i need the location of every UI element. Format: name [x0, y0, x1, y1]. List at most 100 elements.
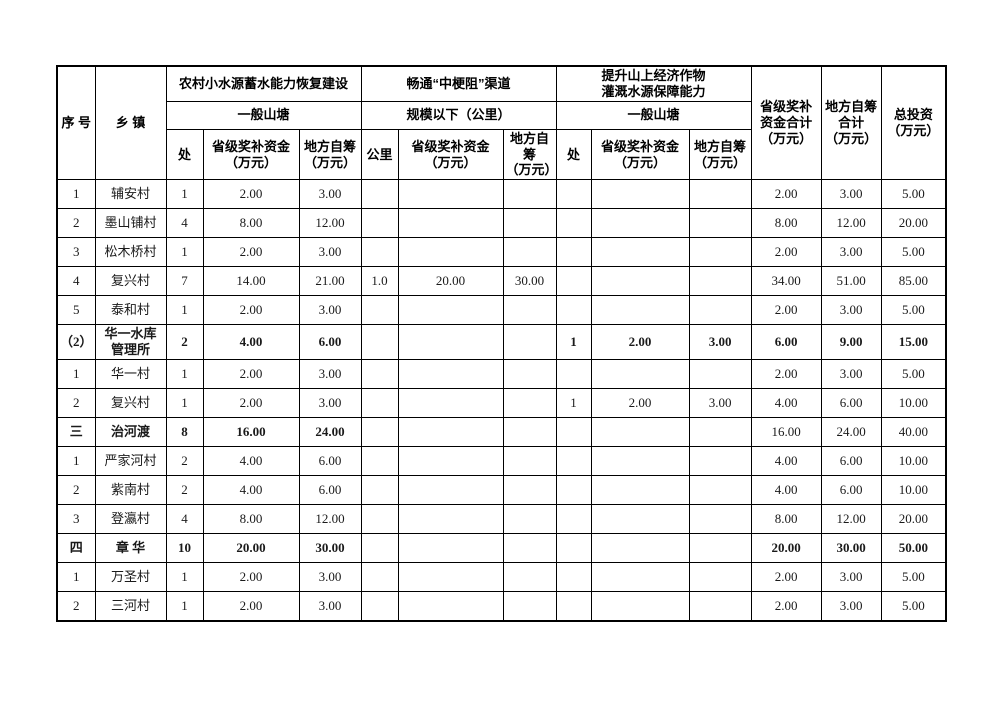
table-row: 2 墨山铺村 4 8.00 12.00 8.00 12.00 20.00: [56, 208, 947, 239]
table-cell: 1: [165, 388, 204, 419]
table-row: 三治河渡 8 16.00 24.00 16.00 24.00 40.00: [56, 417, 947, 448]
table-cell: [502, 504, 557, 535]
table-cell: [502, 388, 557, 419]
table-cell: [590, 446, 690, 477]
table-cell: 松木桥村: [94, 237, 167, 268]
table-cell: [590, 562, 690, 593]
table-cell: 治河渡: [94, 417, 167, 448]
table-cell: 复兴村: [94, 266, 167, 297]
table-cell: 2: [165, 324, 204, 361]
table-cell: 6.00: [820, 446, 882, 477]
table-cell: 4.00: [750, 446, 822, 477]
table-cell: 3.00: [298, 591, 362, 622]
table-cell: 6.00: [820, 475, 882, 506]
table-cell: 辅安村: [94, 179, 167, 210]
header-provincial-subsidy-total: 省级奖补 资金合计 （万元）: [750, 65, 822, 181]
table-cell: 1: [165, 359, 204, 390]
table-cell: 5.00: [880, 295, 947, 326]
table-cell: 6.00: [820, 388, 882, 419]
table-cell: [397, 591, 504, 622]
table-cell: [397, 359, 504, 390]
header-section-reservoir-restoration: 农村小水源蓄水能力恢复建设: [165, 65, 362, 102]
table-cell: [360, 237, 399, 268]
table-cell: [360, 533, 399, 564]
header-local-fund-2: 地方自筹 （万元）: [502, 128, 557, 181]
table-cell: 1: [165, 591, 204, 622]
table-cell: 6.00: [298, 475, 362, 506]
header-local-fund-3: 地方自筹 （万元）: [688, 128, 752, 181]
table-cell: [688, 446, 752, 477]
table-cell: 6.00: [298, 446, 362, 477]
header-section-channel-unblocking: 畅通“中梗阻”渠道: [360, 65, 557, 102]
header-serial-number: 序 号: [56, 65, 96, 181]
table-cell: 3: [56, 237, 96, 268]
table-cell: 万圣村: [94, 562, 167, 593]
table-cell: 3.00: [298, 179, 362, 210]
table-cell: 8.00: [750, 208, 822, 239]
table-cell: [688, 295, 752, 326]
table-cell: 5.00: [880, 591, 947, 622]
table-cell: [590, 208, 690, 239]
table-cell: 10.00: [880, 446, 947, 477]
table-row: 1 华一村 1 2.00 3.00 2.00 3.00 5.00: [56, 359, 947, 390]
table-cell: 三河村: [94, 591, 167, 622]
header-total-investment: 总投资 （万元）: [880, 65, 947, 181]
table-cell: [688, 179, 752, 210]
table-cell: 4.00: [750, 388, 822, 419]
table-cell: 12.00: [298, 208, 362, 239]
table-cell: 3.00: [820, 179, 882, 210]
table-cell: 2: [56, 208, 96, 239]
table-cell: 14.00: [202, 266, 300, 297]
table-cell: 3.00: [688, 388, 752, 419]
table-row: 2 三河村 1 2.00 3.00 2.00 3.00 5.00: [56, 591, 947, 622]
header-kilometers: 公里: [360, 128, 399, 181]
table-cell: 85.00: [880, 266, 947, 297]
table-cell: 30.00: [298, 533, 362, 564]
table-cell: 2.00: [750, 237, 822, 268]
table-cell: 8.00: [202, 504, 300, 535]
table-cell: 紫南村: [94, 475, 167, 506]
table-cell: 2.00: [202, 388, 300, 419]
table-cell: 2.00: [750, 295, 822, 326]
table-cell: [555, 446, 592, 477]
table-cell: [360, 295, 399, 326]
table-cell: 1: [56, 446, 96, 477]
table-cell: [502, 237, 557, 268]
table-cell: [397, 237, 504, 268]
table-cell: 6.00: [750, 324, 822, 361]
table-cell: 4.00: [202, 324, 300, 361]
table-cell: 20.00: [397, 266, 504, 297]
table-cell: [555, 562, 592, 593]
table-cell: [688, 359, 752, 390]
table-cell: 2: [56, 475, 96, 506]
table-cell: [555, 417, 592, 448]
table-cell: [397, 475, 504, 506]
table-cell: 3.00: [298, 359, 362, 390]
table-cell: 1: [56, 562, 96, 593]
header-subtitle-pond-2: 一般山塘: [555, 100, 752, 130]
table-cell: 3: [56, 504, 96, 535]
table-cell: 2.00: [202, 359, 300, 390]
header-provincial-subsidy-3: 省级奖补资金 （万元）: [590, 128, 690, 181]
table-cell: 34.00: [750, 266, 822, 297]
table-cell: 24.00: [820, 417, 882, 448]
table-cell: 3.00: [820, 359, 882, 390]
table-cell: 20.00: [880, 504, 947, 535]
table-row: 4 复兴村 7 14.00 21.00 1.0 20.00 30.00 34.00 51.00 85…: [56, 266, 947, 297]
table-cell: 2.00: [202, 562, 300, 593]
table-cell: [502, 417, 557, 448]
table-cell: 1: [56, 179, 96, 210]
table-cell: 4: [165, 504, 204, 535]
table-cell: [555, 475, 592, 506]
table-cell: 10: [165, 533, 204, 564]
table-cell: 3.00: [688, 324, 752, 361]
table-cell: [397, 208, 504, 239]
table-cell: [397, 179, 504, 210]
table-cell: [502, 208, 557, 239]
table-row: 1 万圣村 1 2.00 3.00 2.00 3.00 5.00: [56, 562, 947, 593]
table-cell: 4.00: [202, 475, 300, 506]
table-cell: 3.00: [298, 237, 362, 268]
table-body: 1 辅安村 1 2.00 3.00 2.00 3.00 5.00 2 墨山铺村 4 8.00 12.00…: [56, 179, 947, 622]
table-cell: 15.00: [880, 324, 947, 361]
table-cell: 1: [555, 388, 592, 419]
